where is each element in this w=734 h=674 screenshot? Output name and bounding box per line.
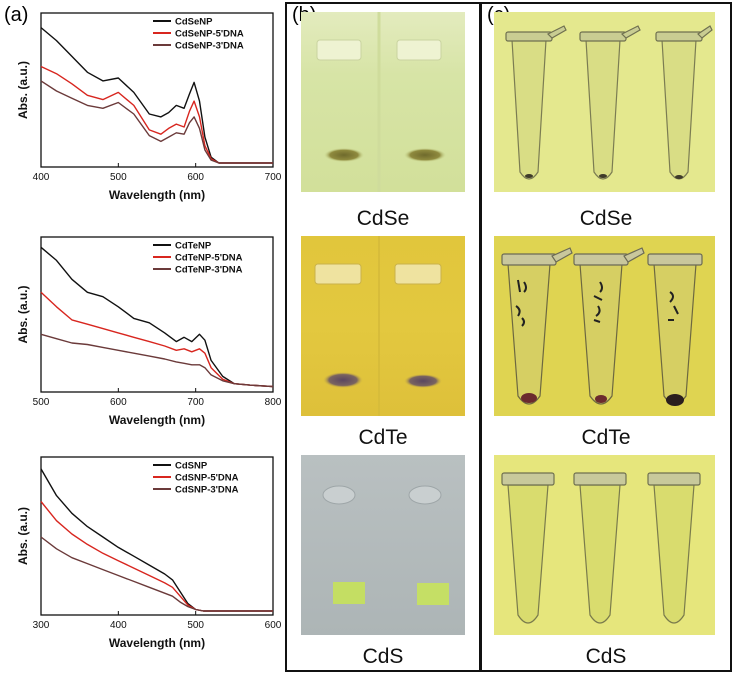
x-tick-label: 600 <box>265 620 282 631</box>
x-tick-label: 700 <box>187 397 204 408</box>
x-axis-label: Wavelength (nm) <box>109 188 205 202</box>
gel-image-cdse <box>301 12 465 192</box>
gel-image-cds <box>301 455 465 635</box>
gel-caption-cdte: CdTe <box>358 426 408 449</box>
gel-caption-cds: CdS <box>362 645 404 668</box>
tube-photo-cds <box>494 455 715 635</box>
gel-photo-cdte <box>301 236 465 416</box>
x-tick-label: 800 <box>265 397 282 408</box>
chart-cdse-absorbance: 400 500 600 700 Wavelength (nm) Abs. (a.u.) Cd… <box>16 12 282 202</box>
y-axis-label: Abs. (a.u.) <box>16 507 30 565</box>
series-line <box>40 333 274 388</box>
series-line <box>40 291 274 388</box>
x-tick-label: 400 <box>110 620 127 631</box>
legend-entry: CdSeNP-5'DNA <box>175 29 244 40</box>
series-line <box>40 27 273 164</box>
tube-image-cdse <box>494 12 715 192</box>
gel-photo-cds <box>301 455 465 635</box>
x-tick-label: 600 <box>110 397 127 408</box>
x-tick-label: 500 <box>33 397 50 408</box>
x-tick-label: 300 <box>33 620 50 631</box>
legend-entry: CdSeNP <box>175 17 213 28</box>
legend-entry: CdTeNP <box>175 241 212 252</box>
gel-caption-cdse: CdSe <box>356 207 410 230</box>
tube-photo-cdse <box>494 12 715 192</box>
tube-photo-cdte <box>494 236 715 416</box>
series-line <box>40 246 274 388</box>
legend-entry: CdSNP-3'DNA <box>175 485 239 496</box>
legend-entry: CdSNP <box>175 461 208 472</box>
tube-caption-cdte: CdTe <box>581 426 631 449</box>
x-axis-label: Wavelength (nm) <box>109 413 205 427</box>
panel-c-frame <box>480 2 732 672</box>
x-axis-label: Wavelength (nm) <box>109 636 205 650</box>
tube-caption-cds: CdS <box>585 645 627 668</box>
legend-entry: CdTeNP-5'DNA <box>175 253 243 264</box>
plot-frame <box>40 12 274 168</box>
x-tick-label: 700 <box>265 172 282 183</box>
chart-cdte-absorbance: 500 600 700 800 Wavelength (nm) Abs. (a.u.) Cd… <box>16 236 282 427</box>
series-line <box>40 65 273 164</box>
tube-image-cdte <box>494 236 715 416</box>
x-tick-label: 500 <box>110 172 127 183</box>
plot-frame <box>40 236 274 393</box>
series-line <box>40 80 273 164</box>
gel-image-cdte <box>301 236 465 416</box>
series-line <box>40 536 273 612</box>
series-line <box>40 501 273 612</box>
legend-entry: CdSNP-5'DNA <box>175 473 239 484</box>
tube-image-cds <box>494 455 715 635</box>
legend-entry: CdTeNP-3'DNA <box>175 265 243 276</box>
panel-label-a: (a) <box>4 4 29 26</box>
plot-frame <box>40 456 274 616</box>
x-tick-label: 600 <box>187 172 204 183</box>
y-axis-label: Abs. (a.u.) <box>16 61 30 119</box>
legend-entry: CdSeNP-3'DNA <box>175 41 244 52</box>
x-tick-label: 500 <box>187 620 204 631</box>
tube-caption-cdse: CdSe <box>579 207 633 230</box>
gel-photo-cdse <box>301 12 465 192</box>
x-tick-label: 400 <box>33 172 50 183</box>
chart-cds-absorbance: 300 400 500 600 Wavelength (nm) Abs. (a.u.) Cd… <box>16 456 282 650</box>
y-axis-label: Abs. (a.u.) <box>16 285 30 343</box>
